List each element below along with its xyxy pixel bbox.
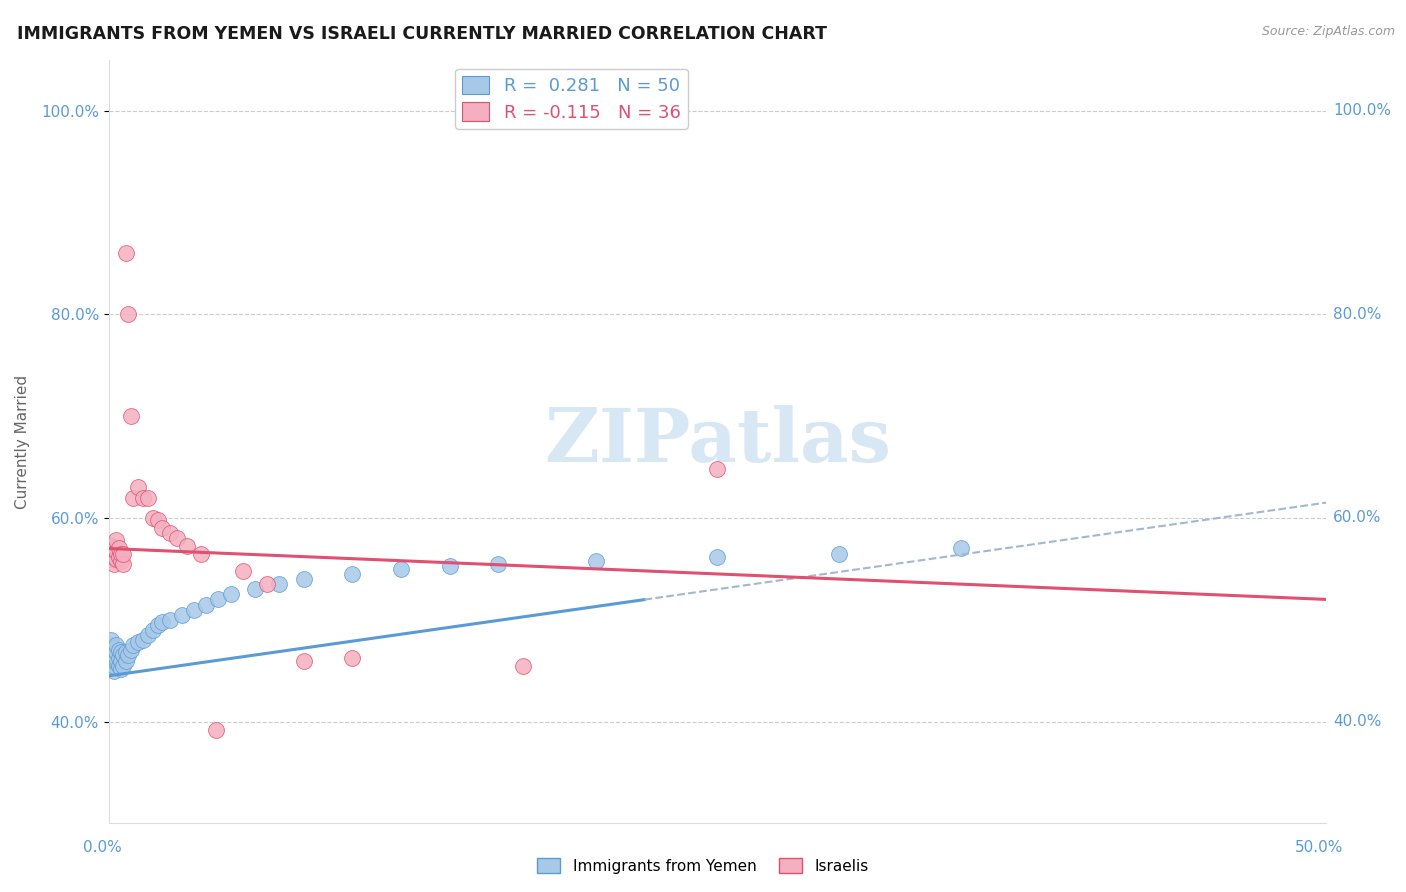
Point bbox=[243, 582, 266, 597]
Point bbox=[120, 409, 142, 423]
Point bbox=[103, 653, 125, 667]
Point bbox=[828, 547, 851, 561]
Point bbox=[190, 547, 212, 561]
Point bbox=[103, 541, 125, 556]
Point bbox=[105, 653, 128, 667]
Point bbox=[949, 541, 972, 556]
Point bbox=[107, 541, 129, 556]
Point bbox=[100, 648, 122, 663]
Point bbox=[389, 562, 412, 576]
Point bbox=[122, 638, 145, 652]
Point bbox=[486, 557, 509, 571]
Point bbox=[706, 462, 728, 476]
Point bbox=[512, 658, 534, 673]
Point bbox=[100, 638, 122, 652]
Point bbox=[136, 628, 159, 642]
Point bbox=[292, 653, 315, 667]
Text: 0.0%: 0.0% bbox=[83, 840, 122, 855]
Point bbox=[105, 638, 128, 652]
Point bbox=[207, 592, 229, 607]
Point bbox=[112, 547, 135, 561]
Point bbox=[706, 549, 728, 564]
Point bbox=[269, 577, 291, 591]
Point bbox=[115, 246, 138, 260]
Point bbox=[176, 540, 198, 554]
Point bbox=[146, 618, 169, 632]
Legend: R =  0.281   N = 50, R = -0.115   N = 36: R = 0.281 N = 50, R = -0.115 N = 36 bbox=[456, 69, 688, 129]
Point bbox=[146, 513, 169, 527]
Point bbox=[105, 651, 128, 665]
Text: 50.0%: 50.0% bbox=[1295, 840, 1343, 855]
Point bbox=[585, 554, 607, 568]
Point bbox=[110, 547, 132, 561]
Point bbox=[142, 511, 165, 525]
Point bbox=[132, 491, 155, 505]
Point bbox=[150, 521, 173, 535]
Text: Source: ZipAtlas.com: Source: ZipAtlas.com bbox=[1261, 25, 1395, 38]
Point bbox=[103, 557, 125, 571]
Point bbox=[150, 615, 173, 629]
Point bbox=[256, 577, 278, 591]
Point bbox=[127, 635, 149, 649]
Point bbox=[110, 662, 132, 676]
Point bbox=[136, 491, 159, 505]
Point bbox=[122, 491, 145, 505]
Point bbox=[103, 658, 125, 673]
Point bbox=[100, 547, 122, 561]
Point bbox=[292, 572, 315, 586]
Text: 80.0%: 80.0% bbox=[1333, 307, 1381, 322]
Text: 100.0%: 100.0% bbox=[1333, 103, 1391, 118]
Point bbox=[110, 645, 132, 659]
Point bbox=[115, 653, 138, 667]
Text: IMMIGRANTS FROM YEMEN VS ISRAELI CURRENTLY MARRIED CORRELATION CHART: IMMIGRANTS FROM YEMEN VS ISRAELI CURRENT… bbox=[17, 25, 827, 43]
Point bbox=[195, 598, 218, 612]
Point bbox=[219, 587, 242, 601]
Point bbox=[107, 651, 129, 665]
Point bbox=[115, 645, 138, 659]
Point bbox=[112, 658, 135, 673]
Point bbox=[103, 549, 125, 564]
Text: 60.0%: 60.0% bbox=[1333, 510, 1382, 525]
Point bbox=[100, 658, 122, 673]
Point bbox=[100, 540, 122, 554]
Point bbox=[142, 623, 165, 637]
Point bbox=[120, 643, 142, 657]
Point bbox=[183, 602, 205, 616]
Y-axis label: Currently Married: Currently Married bbox=[15, 375, 30, 508]
Text: ZIPatlas: ZIPatlas bbox=[544, 405, 891, 478]
Point bbox=[105, 645, 128, 659]
Point bbox=[117, 648, 139, 663]
Point bbox=[232, 564, 254, 578]
Point bbox=[103, 648, 125, 663]
Legend: Immigrants from Yemen, Israelis: Immigrants from Yemen, Israelis bbox=[531, 852, 875, 880]
Point bbox=[103, 664, 125, 678]
Point bbox=[107, 549, 129, 564]
Point bbox=[105, 533, 128, 548]
Point bbox=[117, 307, 139, 321]
Point bbox=[100, 643, 122, 657]
Point bbox=[439, 558, 461, 573]
Point bbox=[170, 607, 193, 622]
Point bbox=[105, 543, 128, 558]
Point bbox=[166, 531, 188, 545]
Point bbox=[110, 554, 132, 568]
Point bbox=[112, 557, 135, 571]
Point bbox=[205, 723, 228, 737]
Point bbox=[105, 551, 128, 566]
Point bbox=[107, 658, 129, 673]
Point bbox=[132, 633, 155, 648]
Point bbox=[100, 551, 122, 566]
Point bbox=[159, 526, 181, 541]
Point bbox=[100, 633, 122, 648]
Text: 40.0%: 40.0% bbox=[1333, 714, 1381, 729]
Point bbox=[107, 643, 129, 657]
Point bbox=[112, 648, 135, 663]
Point bbox=[342, 566, 364, 581]
Point bbox=[159, 613, 181, 627]
Point bbox=[127, 480, 149, 494]
Point bbox=[103, 641, 125, 656]
Point bbox=[342, 651, 364, 665]
Point bbox=[110, 653, 132, 667]
